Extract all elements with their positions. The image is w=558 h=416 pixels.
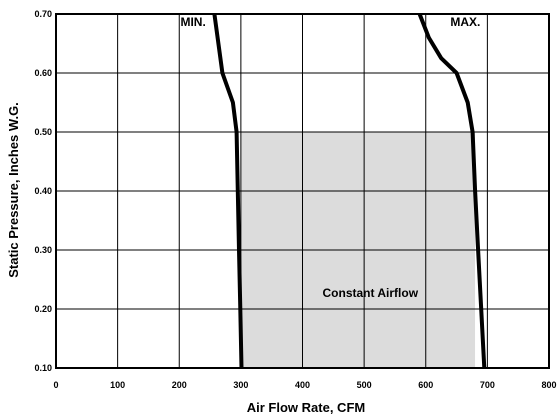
x-tick-label: 400 [295, 380, 310, 390]
grid-layer [56, 14, 549, 368]
x-tick-label: 700 [480, 380, 495, 390]
x-tick-label: 600 [418, 380, 433, 390]
tick-label-layer: 0 100 200 300 400 500 600 700 800 0.10 0.20 0.30 0.4… [34, 9, 556, 390]
x-axis-title: Air Flow Rate, CFM [247, 400, 365, 415]
curve-layer [212, 13, 487, 369]
max-curve-label: MAX. [450, 15, 480, 29]
plot-frame [55, 13, 550, 369]
x-tick-label: 500 [357, 380, 372, 390]
y-tick-label: 0.30 [34, 245, 52, 255]
y-tick-label: 0.50 [34, 127, 52, 137]
plot-frame-layer [55, 13, 550, 369]
series-line-max [417, 13, 487, 369]
y-tick-label: 0.20 [34, 304, 52, 314]
x-tick-label: 0 [53, 380, 58, 390]
x-tick-label: 300 [233, 380, 248, 390]
y-tick-label: 0.70 [34, 9, 52, 19]
y-tick-label: 0.10 [34, 363, 52, 373]
min-curve-label: MIN. [180, 15, 205, 29]
x-tick-label: 100 [110, 380, 125, 390]
x-tick-label: 800 [541, 380, 556, 390]
y-tick-label: 0.60 [34, 68, 52, 78]
annotation-layer: MIN. MAX. Constant Airflow [180, 15, 480, 300]
y-axis-title: Static Pressure, Inches W.G. [6, 102, 21, 278]
x-tick-label: 200 [172, 380, 187, 390]
y-tick-label: 0.40 [34, 186, 52, 196]
series-line-min [212, 13, 244, 369]
constant-airflow-label: Constant Airflow [323, 286, 419, 300]
